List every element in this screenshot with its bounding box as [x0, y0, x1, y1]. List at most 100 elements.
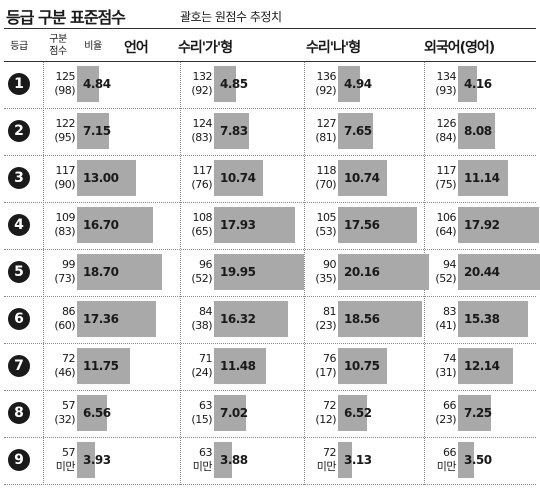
score-header-line2: 점수	[49, 46, 67, 57]
percent-bar	[338, 207, 418, 243]
standard-score: 124	[192, 117, 213, 130]
raw-score: (52)	[435, 272, 456, 285]
standard-score: 83	[443, 305, 457, 318]
row-separator	[4, 296, 536, 297]
raw-score: (53)	[315, 225, 336, 238]
percent-bar	[77, 66, 99, 102]
percent-label: 11.75	[83, 359, 119, 373]
percent-label: 10.74	[344, 171, 380, 185]
standard-score: 134	[436, 70, 457, 83]
subject-header-math-na: 수리'나'형	[306, 40, 361, 56]
percent-bar	[77, 254, 162, 290]
percent-bar	[214, 442, 232, 478]
percent-bar	[458, 66, 477, 102]
percent-label: 19.95	[220, 265, 256, 279]
raw-score: (46)	[54, 366, 75, 379]
row-separator	[4, 202, 536, 203]
percent-bar	[338, 160, 387, 196]
percent-label: 3.50	[464, 453, 492, 467]
standard-score: 117	[192, 164, 213, 177]
percent-label: 7.25	[464, 406, 492, 420]
raw-score: (15)	[191, 413, 212, 426]
row-separator	[4, 343, 536, 344]
standard-score: 125	[55, 70, 76, 83]
raw-score: (35)	[315, 272, 336, 285]
grade-badge-3: 3	[8, 167, 30, 189]
percent-bar	[458, 113, 495, 149]
standard-score: 66	[443, 399, 457, 412]
standard-score: 117	[436, 164, 457, 177]
grade-badge-1: 1	[8, 73, 30, 95]
percent-bar	[458, 207, 540, 243]
percent-label: 7.65	[344, 124, 372, 138]
percent-bar	[458, 301, 528, 337]
raw-score: (95)	[54, 131, 75, 144]
raw-score: (23)	[315, 319, 336, 332]
percent-label: 3.88	[220, 453, 248, 467]
percent-label: 10.75	[344, 359, 380, 373]
raw-score: (12)	[315, 413, 336, 426]
percent-bar	[214, 301, 288, 337]
percent-bar	[77, 207, 153, 243]
percent-bar	[77, 301, 156, 337]
percent-bar	[77, 160, 136, 196]
raw-score: 미만	[192, 460, 213, 473]
percent-bar	[77, 113, 110, 149]
standard-score: 132	[192, 70, 213, 83]
raw-score: (92)	[315, 84, 336, 97]
percent-bar	[77, 395, 107, 431]
percent-label: 11.48	[220, 359, 256, 373]
grade-badge-6: 6	[8, 308, 30, 330]
percent-bar	[77, 442, 95, 478]
percent-bar	[214, 207, 296, 243]
percent-label: 6.52	[344, 406, 372, 420]
percent-bar	[458, 254, 540, 290]
raw-score: (17)	[315, 366, 336, 379]
percent-label: 12.14	[464, 359, 500, 373]
standard-score: 117	[55, 164, 76, 177]
raw-score: (73)	[54, 272, 75, 285]
chart-title: 등급 구분 표준점수	[6, 8, 126, 27]
percent-bar	[338, 301, 422, 337]
raw-score: (75)	[435, 178, 456, 191]
standard-score: 108	[192, 211, 213, 224]
raw-score: (93)	[435, 84, 456, 97]
percent-bar	[338, 348, 387, 384]
raw-score: (52)	[191, 272, 212, 285]
column-separator	[180, 62, 181, 485]
standard-score: 74	[443, 352, 457, 365]
grade-badge-8: 8	[8, 402, 30, 424]
percent-label: 11.14	[464, 171, 500, 185]
percent-label: 4.84	[83, 77, 111, 91]
standard-score: 72	[323, 446, 337, 459]
percent-label: 10.74	[220, 171, 256, 185]
percent-bar	[338, 395, 368, 431]
percent-label: 13.00	[83, 171, 119, 185]
raw-score: (83)	[54, 225, 75, 238]
standard-score: 136	[316, 70, 337, 83]
standard-score: 66	[443, 446, 457, 459]
chart-subtitle: 괄호는 원점수 추정치	[180, 10, 282, 24]
raw-score: (98)	[54, 84, 75, 97]
standard-score: 127	[316, 117, 337, 130]
percent-label: 16.70	[83, 218, 119, 232]
raw-score: (41)	[435, 319, 456, 332]
percent-bar	[214, 160, 263, 196]
raw-score: (70)	[315, 178, 336, 191]
percent-label: 15.38	[464, 312, 500, 326]
standard-score: 99	[62, 258, 76, 271]
standard-score: 126	[436, 117, 457, 130]
grade-header: 등급	[10, 41, 28, 52]
standard-score: 63	[199, 446, 213, 459]
standard-score: 76	[323, 352, 337, 365]
row-separator	[4, 437, 536, 438]
score-header-line1: 구분	[49, 34, 67, 45]
standard-score: 109	[55, 211, 76, 224]
row-separator	[4, 108, 536, 109]
subject-header-math-ga: 수리'가'형	[178, 40, 233, 56]
standard-score: 94	[443, 258, 457, 271]
standard-score: 122	[55, 117, 76, 130]
percent-bar	[338, 66, 361, 102]
percent-bar	[214, 395, 246, 431]
raw-score: (90)	[54, 178, 75, 191]
